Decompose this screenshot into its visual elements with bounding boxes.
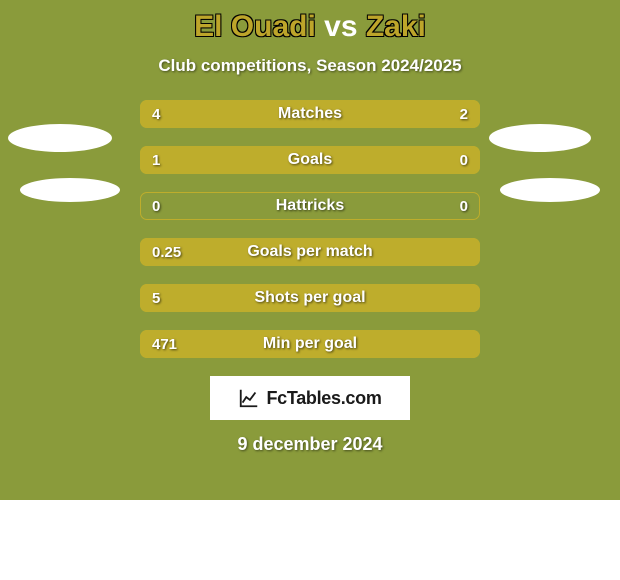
chart-icon <box>238 387 260 409</box>
stat-row: 00Hattricks <box>140 192 480 220</box>
brand-text: FcTables.com <box>266 388 381 409</box>
title-vs: vs <box>324 10 357 43</box>
subtitle: Club competitions, Season 2024/2025 <box>0 56 620 76</box>
stat-row: 471Min per goal <box>140 330 480 358</box>
comparison-card: El Ouadi vs Zaki Club competitions, Seas… <box>0 0 620 500</box>
decor-ellipse <box>489 124 591 152</box>
stat-row: 42Matches <box>140 100 480 128</box>
stat-label: Goals per match <box>140 238 480 266</box>
stat-row: 10Goals <box>140 146 480 174</box>
player2-name: Zaki <box>366 10 426 43</box>
stat-label: Matches <box>140 100 480 128</box>
stat-row: 0.25Goals per match <box>140 238 480 266</box>
page-title: El Ouadi vs Zaki <box>0 0 620 44</box>
decor-ellipse <box>8 124 112 152</box>
brand-logo: FcTables.com <box>210 376 410 420</box>
stat-label: Min per goal <box>140 330 480 358</box>
stat-row: 5Shots per goal <box>140 284 480 312</box>
decor-ellipse <box>20 178 120 202</box>
player1-name: El Ouadi <box>194 10 316 43</box>
stat-label: Shots per goal <box>140 284 480 312</box>
decor-ellipse <box>500 178 600 202</box>
date-text: 9 december 2024 <box>0 434 620 455</box>
stat-label: Hattricks <box>140 192 480 220</box>
stat-label: Goals <box>140 146 480 174</box>
